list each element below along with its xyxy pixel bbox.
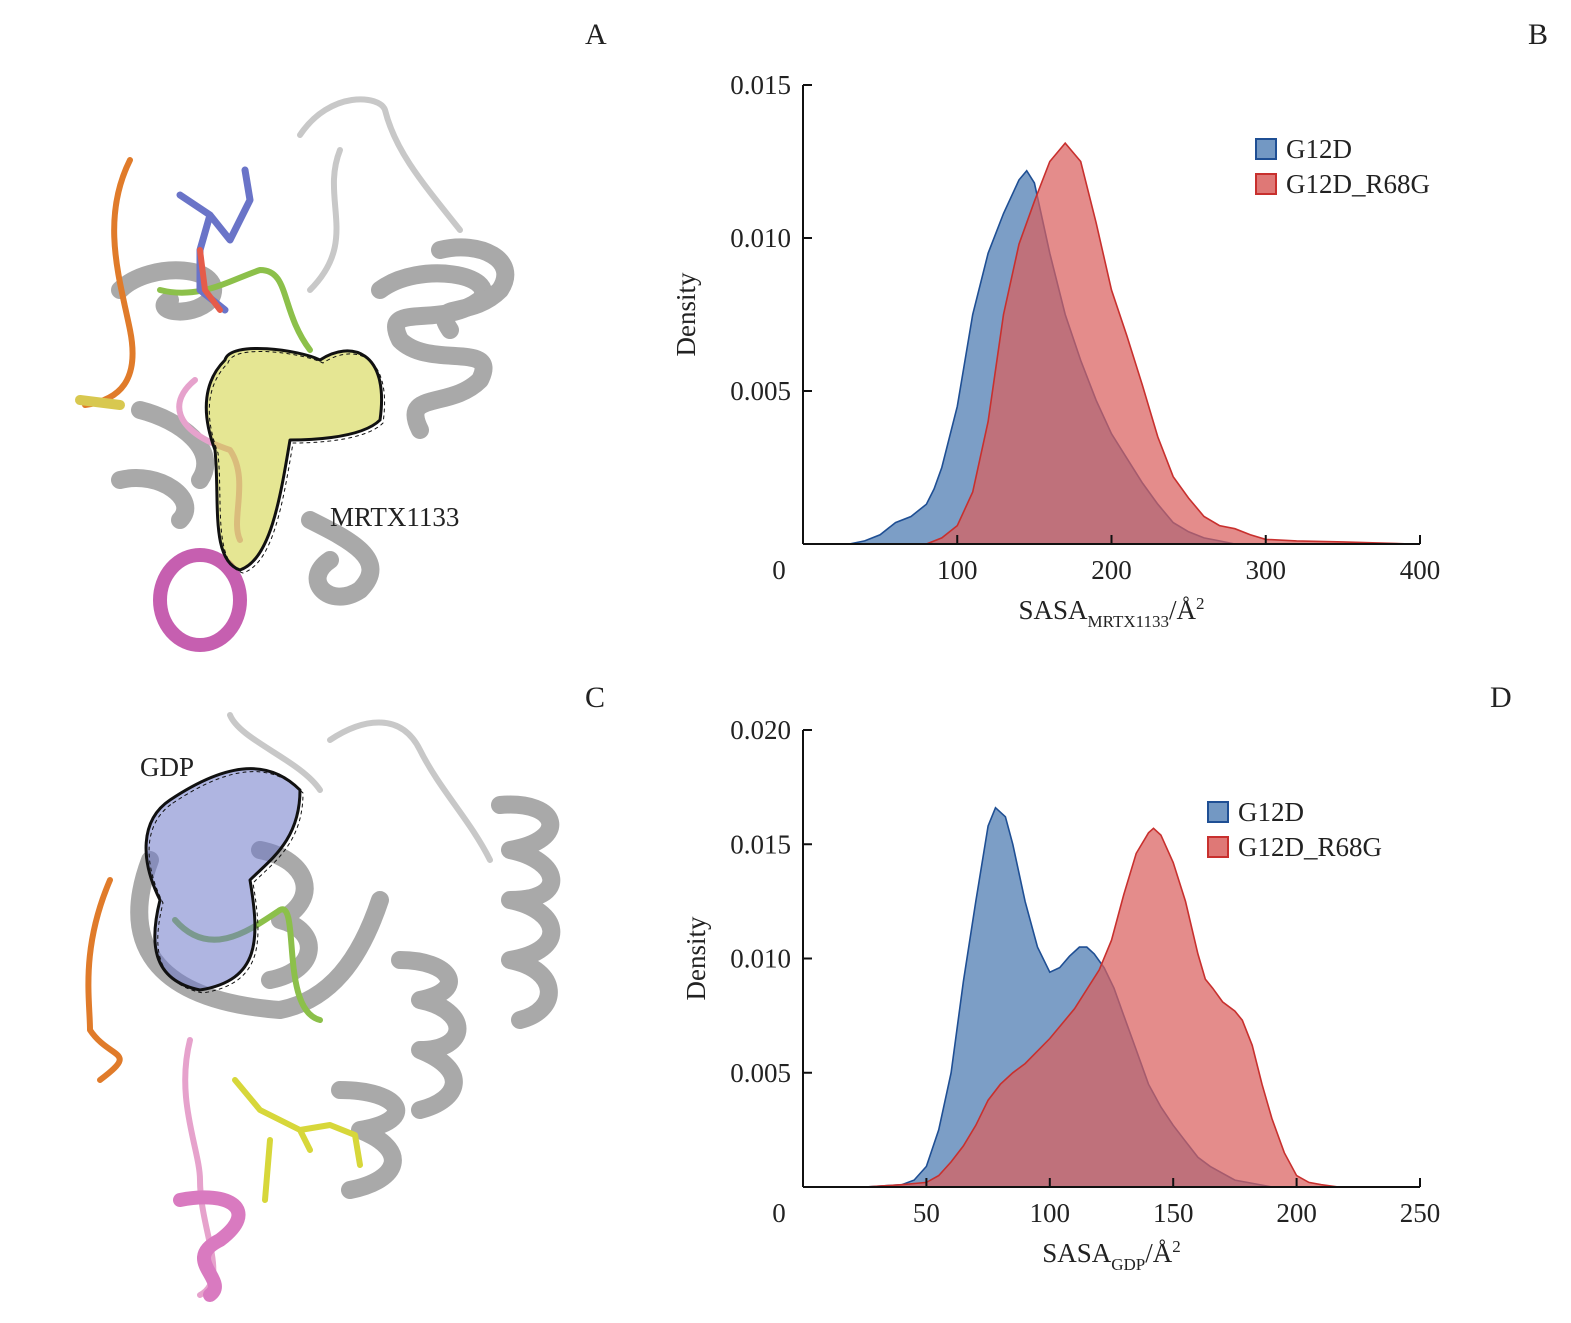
x-tick-label: 0 — [772, 555, 786, 585]
panel-label-a: A — [585, 18, 607, 51]
y-tick-label: 0.010 — [730, 944, 791, 974]
x-axis-label: SASAGDP/Å2 — [1042, 1237, 1181, 1274]
x-tick-label: 200 — [1091, 555, 1132, 585]
legend-label-g12d: G12D — [1286, 134, 1352, 164]
x-tick-label: 50 — [913, 1198, 940, 1228]
x-tick-label: 300 — [1246, 555, 1287, 585]
panel-label-d: D — [1490, 681, 1512, 714]
legend-swatch-g12d — [1207, 801, 1229, 823]
legend-swatch-g12d — [1255, 138, 1277, 160]
ligand-label-gdp: GDP — [140, 752, 195, 782]
y-tick-label: 0.015 — [730, 70, 791, 100]
y-tick-label: 0.020 — [730, 715, 791, 745]
x-tick-label: 100 — [937, 555, 978, 585]
panel-label-c: C — [585, 681, 606, 714]
panel-label-b: B — [1528, 18, 1549, 51]
x-tick-label: 100 — [1030, 1198, 1071, 1228]
x-tick-label: 0 — [772, 1198, 786, 1228]
x-axis-label: SASAMRTX1133/Å2 — [1019, 594, 1205, 631]
y-tick-label: 0.005 — [730, 376, 791, 406]
legend-swatch-g12d_r68g — [1207, 836, 1229, 858]
y-tick-label: 0.010 — [730, 223, 791, 253]
legend-label-g12d: G12D — [1238, 797, 1304, 827]
y-tick-label: 0.015 — [730, 829, 791, 859]
legend-label-g12d_r68g: G12D_R68G — [1286, 169, 1430, 199]
legend-label-g12d_r68g: G12D_R68G — [1238, 832, 1382, 862]
x-tick-label: 150 — [1153, 1198, 1194, 1228]
y-axis-label: Density — [681, 916, 711, 1000]
y-axis-label: Density — [671, 272, 701, 356]
y-tick-label: 0.005 — [730, 1058, 791, 1088]
density-area-g12d_r68g — [864, 827, 1339, 1188]
legend-swatch-g12d_r68g — [1255, 173, 1277, 195]
density-area-g12d_r68g — [926, 141, 1413, 545]
x-tick-label: 200 — [1276, 1198, 1317, 1228]
x-tick-label: 400 — [1400, 555, 1441, 585]
ligand-label-mrtx1133: MRTX1133 — [330, 502, 460, 532]
x-tick-label: 250 — [1400, 1198, 1441, 1228]
